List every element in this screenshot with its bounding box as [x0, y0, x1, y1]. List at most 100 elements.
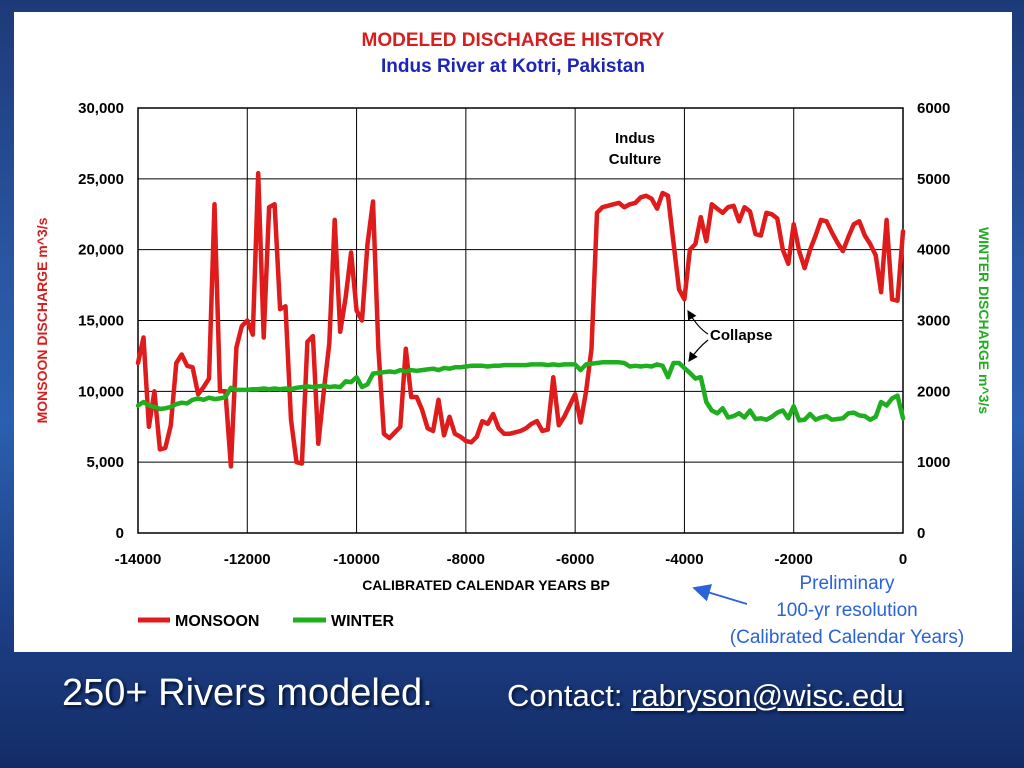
data-point-winter: [748, 409, 752, 412]
data-point-monsoon: [634, 201, 637, 205]
data-point-winter: [879, 400, 883, 404]
contact-email-link[interactable]: rabryson@wisc.edu: [631, 678, 904, 713]
data-point-monsoon: [546, 428, 549, 431]
legend-label-monsoon: MONSOON: [175, 613, 259, 630]
data-point-winter: [235, 388, 238, 392]
data-point-winter: [202, 398, 205, 401]
y-left-axis-label: MONSOON DISCHARGE m^3/s: [34, 217, 50, 423]
data-point-winter: [808, 412, 812, 416]
data-point-monsoon: [666, 194, 670, 197]
data-point-monsoon: [349, 251, 353, 254]
data-point-monsoon: [557, 424, 560, 427]
data-point-winter: [355, 376, 358, 379]
y-left-tick-label: 30,000: [78, 100, 124, 117]
data-point-winter: [765, 418, 768, 421]
data-point-monsoon: [142, 336, 145, 339]
data-point-monsoon: [655, 207, 659, 210]
data-point-winter: [743, 416, 746, 419]
data-point-winter: [158, 407, 162, 411]
data-point-monsoon: [235, 346, 238, 349]
data-point-monsoon: [191, 366, 194, 369]
data-point-monsoon: [278, 308, 282, 311]
data-point-winter: [284, 387, 287, 390]
data-point-monsoon: [202, 385, 205, 389]
annotation-indus-culture-line1: Indus: [615, 130, 655, 147]
data-point-monsoon: [267, 206, 271, 209]
x-tick-label: -4000: [665, 551, 703, 568]
data-point-winter: [426, 368, 429, 371]
data-point-monsoon: [393, 431, 396, 434]
legend-label-winter: WINTER: [331, 613, 395, 630]
x-tick-label: -2000: [775, 551, 813, 568]
data-point-monsoon: [584, 390, 588, 393]
data-point-winter: [677, 361, 681, 365]
x-tick-label: 0: [899, 551, 907, 568]
data-point-monsoon: [726, 206, 730, 209]
data-point-winter: [754, 417, 757, 421]
data-point-winter: [699, 376, 702, 379]
data-point-winter: [557, 363, 560, 367]
data-point-monsoon: [770, 213, 774, 216]
data-point-winter: [492, 364, 495, 367]
chart-title: MODELED DISCHARGE HISTORY: [362, 30, 665, 51]
data-point-monsoon: [437, 398, 440, 401]
data-point-winter: [666, 376, 670, 379]
data-point-winter: [716, 412, 719, 415]
x-tick-label: -14000: [115, 551, 162, 568]
data-point-winter: [634, 364, 637, 367]
data-point-winter: [830, 418, 834, 421]
data-point-monsoon: [841, 249, 845, 253]
data-point-winter: [688, 371, 692, 375]
data-point-winter: [328, 385, 331, 389]
y-right-tick-label: 6000: [917, 100, 950, 117]
data-point-winter: [311, 385, 315, 389]
data-point-winter: [410, 368, 413, 372]
data-point-winter: [453, 366, 457, 369]
data-point-monsoon: [426, 427, 429, 430]
data-point-winter: [246, 388, 249, 392]
note-pointer-arrow-icon: [692, 584, 748, 605]
data-point-monsoon: [420, 408, 424, 411]
data-point-monsoon: [781, 248, 784, 251]
data-point-monsoon: [175, 361, 178, 365]
data-point-monsoon: [623, 206, 626, 209]
data-point-monsoon: [874, 254, 877, 257]
data-point-monsoon: [819, 218, 823, 222]
data-point-monsoon: [147, 425, 151, 428]
data-point-winter: [164, 407, 167, 410]
data-point-monsoon: [606, 204, 610, 207]
data-point-winter: [213, 397, 216, 401]
data-point-winter: [306, 385, 309, 388]
data-point-monsoon: [672, 241, 675, 244]
data-point-winter: [617, 361, 621, 364]
data-point-winter: [224, 395, 227, 399]
data-point-monsoon: [677, 288, 681, 291]
data-point-winter: [344, 380, 347, 383]
data-point-winter: [169, 405, 172, 409]
data-point-monsoon: [328, 342, 331, 345]
data-point-monsoon: [289, 418, 293, 421]
data-point-winter: [399, 368, 402, 372]
data-point-monsoon: [595, 211, 599, 214]
data-point-winter: [732, 414, 735, 418]
data-point-monsoon: [721, 211, 724, 214]
data-point-monsoon: [710, 203, 713, 206]
collapse-arrow-up-icon: [687, 309, 709, 335]
data-point-winter: [470, 364, 473, 367]
data-point-winter: [147, 404, 151, 407]
data-point-winter: [737, 412, 741, 415]
data-point-monsoon: [765, 211, 768, 214]
data-point-winter: [650, 365, 653, 368]
data-point-monsoon: [896, 299, 899, 302]
data-point-monsoon: [257, 172, 260, 175]
data-point-winter: [628, 365, 631, 368]
data-point-winter: [841, 417, 845, 420]
data-point-winter: [584, 363, 588, 366]
data-point-monsoon: [535, 419, 539, 423]
data-point-monsoon: [787, 262, 790, 265]
data-point-winter: [639, 365, 642, 368]
x-tick-label: -8000: [447, 551, 485, 568]
data-point-monsoon: [464, 439, 468, 443]
data-point-monsoon: [716, 207, 719, 210]
data-point-monsoon: [273, 203, 276, 206]
